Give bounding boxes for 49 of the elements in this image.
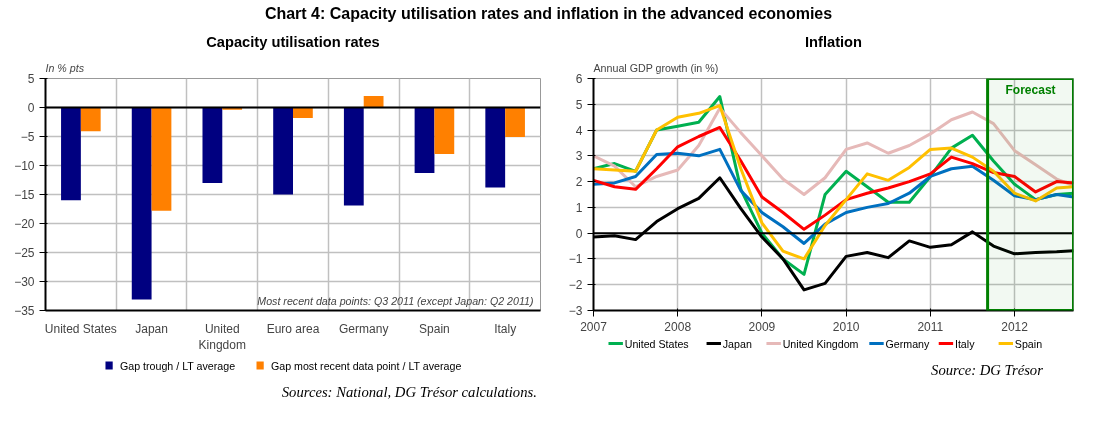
source-note: Source: DG Trésor [931,361,1044,378]
y-tick-label: 3 [575,149,583,164]
y-tick-label: −15 [14,188,35,202]
y-axis-title: Annual GDP growth (in %) [593,61,719,74]
x-tick-label: Japan [135,321,168,336]
x-tick-label: 2008 [664,319,692,334]
legend-label: United Kingdom [782,337,859,350]
x-tick-label: 2011 [917,319,944,334]
y-tick-label: 5 [27,72,35,86]
x-tick-label: 2012 [1001,319,1029,334]
y-tick-label: −25 [14,246,35,260]
y-axis-title: In % pts [45,61,85,74]
y-tick-label: −10 [14,159,35,173]
x-tick-label: 2009 [748,319,776,334]
x-tick-label: Euro area [266,321,320,336]
source-note: Sources: National, DG Trésor calculations. [281,383,537,400]
y-tick-label: 0 [27,101,35,115]
x-tick-label: Italy [494,321,517,336]
chart-title: Inflation [805,33,863,50]
y-tick-label: 2 [575,175,583,190]
y-tick-label: 4 [575,123,583,138]
legend-label: Spain [1014,337,1043,350]
legend-label: Germany [885,337,930,350]
legend-label: Japan [722,337,752,350]
caption: Chart 4: Capacity utilisation rates and inflation in the advanced economies [264,5,833,22]
legend-label: United States [624,337,689,350]
y-tick-label: −1 [568,252,583,267]
annotation: Most recent data points: Q3 2011 (except Japan: Q2 2011) [257,294,534,307]
y-tick-label: 1 [575,200,583,215]
y-tick-label: −30 [14,275,35,289]
y-tick-label: −20 [14,217,35,231]
y-tick-label: −3 [568,304,583,318]
y-tick-label: 5 [575,97,583,112]
legend-label: Gap trough / LT average [119,359,236,372]
x-tick-label: United States [44,321,117,336]
y-tick-label: −35 [14,304,35,318]
legend-label: Gap most recent data point / LT average [270,359,462,372]
y-tick-label: −2 [568,278,583,293]
x-tick-label: Spain [419,321,450,336]
band-label: Forecast [1005,82,1056,97]
x-tick-label: United Kingdom [198,321,246,353]
x-tick-label: 2007 [580,319,608,334]
y-tick-label: −5 [20,130,35,144]
chart-title: Capacity utilisation rates [206,33,380,50]
y-tick-label: 0 [575,226,583,241]
y-tick-label: 6 [575,72,583,86]
x-tick-label: 2010 [832,319,860,334]
x-tick-label: Germany [339,321,389,336]
legend-label: Italy [954,337,976,350]
